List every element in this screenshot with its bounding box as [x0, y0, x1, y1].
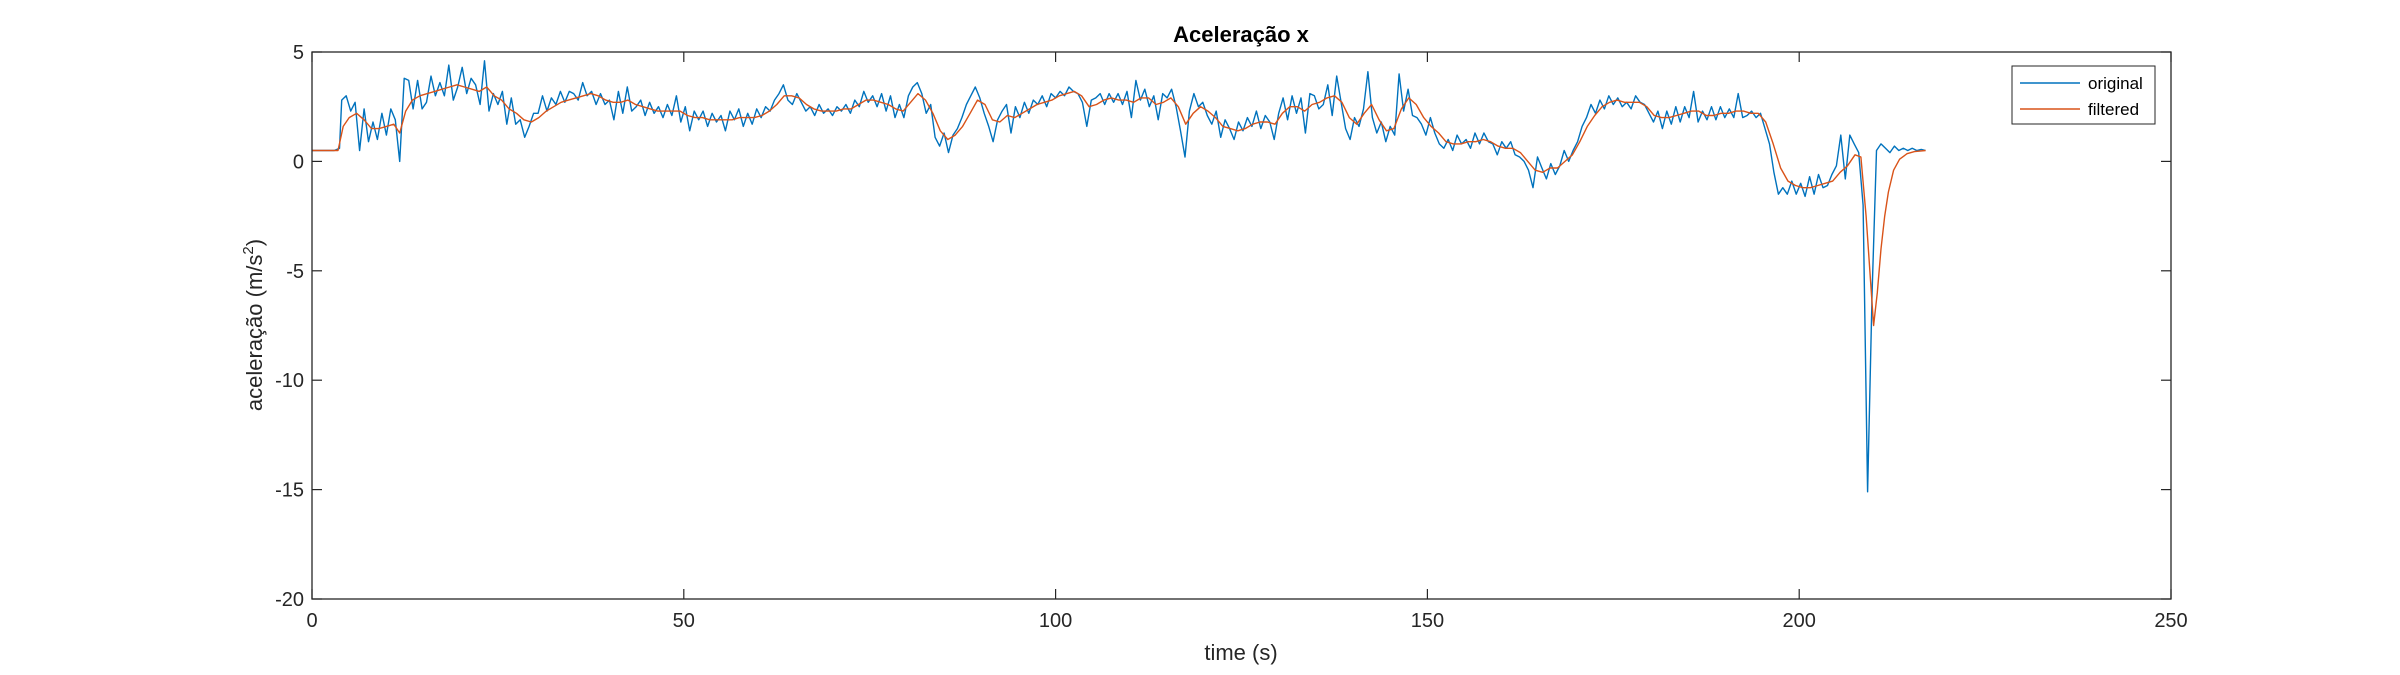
plot-lines — [312, 60, 1926, 493]
legend-box — [2011, 65, 2156, 125]
x-tick-label: 200 — [1783, 610, 1816, 632]
legend-label-original: original — [2088, 74, 2143, 93]
y-tick-label: -10 — [275, 370, 304, 392]
plot-area — [312, 52, 2171, 599]
plot-box — [311, 51, 2172, 600]
x-tick-label: 100 — [1039, 610, 1072, 632]
x-tick-label: 150 — [1411, 610, 1444, 632]
y-axis-label: aceleração (m/s2) — [240, 239, 267, 411]
y-axis-label-suffix: ) — [242, 239, 267, 246]
y-tick-label: -20 — [275, 589, 304, 611]
legend: original filtered — [2011, 65, 2156, 125]
y-tick-label: -15 — [275, 480, 304, 502]
chart-title: Aceleração x — [1173, 22, 1310, 47]
x-tick-label: 50 — [673, 610, 695, 632]
x-axis-label: time (s) — [1204, 640, 1277, 665]
y-tick-label: 0 — [293, 151, 304, 173]
y-axis-label-prefix: aceleração (m/s — [242, 255, 267, 412]
y-tick-label: -5 — [286, 261, 304, 283]
x-tick-label: 0 — [306, 610, 317, 632]
y-tick-label: 5 — [293, 42, 304, 64]
x-axis: 0 50 100 150 200 250 — [306, 52, 2188, 632]
legend-label-filtered: filtered — [2088, 100, 2139, 119]
x-tick-label: 250 — [2154, 610, 2187, 632]
y-axis-label-superscript: 2 — [240, 246, 257, 254]
y-axis: -20 -15 -10 -5 0 5 — [275, 42, 2171, 611]
series-line-filtered — [312, 84, 1926, 327]
